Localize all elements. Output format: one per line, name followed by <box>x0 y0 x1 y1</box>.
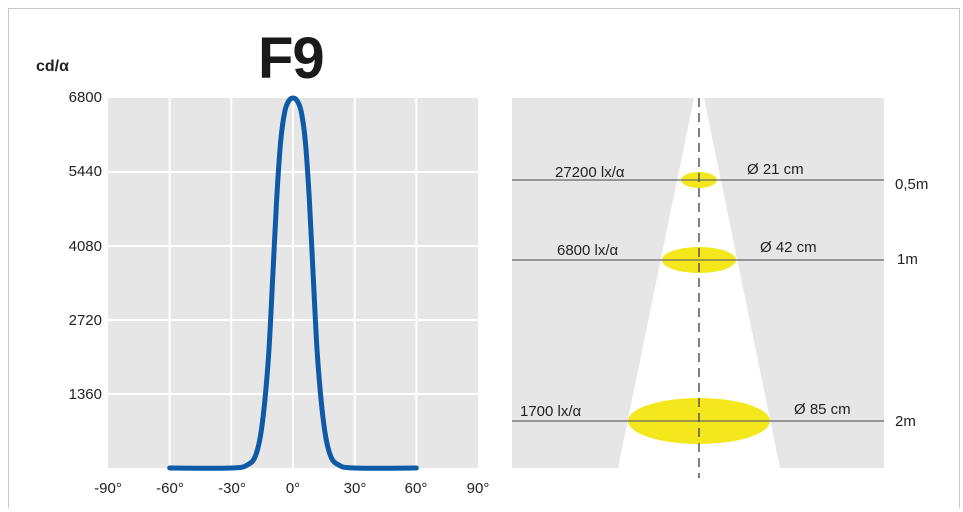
distance-label-0-5m: 0,5m <box>895 176 928 193</box>
y-axis-unit-label: cd/α <box>36 58 69 75</box>
y-tick-label: 2720 <box>68 312 102 329</box>
x-tick-label: 30° <box>343 480 367 497</box>
x-tick-label: 90° <box>466 480 490 497</box>
illuminance-label-2m: 1700 lx/α <box>520 403 582 420</box>
intensity-curve-line <box>167 95 419 471</box>
y-tick-label: 4080 <box>68 238 102 255</box>
diameter-label-0-5m: Ø 21 cm <box>747 161 804 178</box>
diameter-label-1m: Ø 42 cm <box>760 239 817 256</box>
y-tick-label: 1360 <box>68 386 102 403</box>
diameter-label-2m: Ø 85 cm <box>794 401 851 418</box>
x-tick-label: 0° <box>285 480 301 497</box>
chart-title: F9 <box>258 26 325 91</box>
illuminance-label-0-5m: 27200 lx/α <box>555 164 625 181</box>
chart-frame <box>8 8 960 508</box>
x-tick-label: 60° <box>404 480 428 497</box>
x-tick-label: -60° <box>156 480 184 497</box>
x-tick-label: -90° <box>94 480 122 497</box>
y-tick-label: 5440 <box>68 163 102 180</box>
y-tick-label: 6800 <box>68 89 102 106</box>
x-tick-label: -30° <box>218 480 246 497</box>
distance-label-2m: 2m <box>895 413 916 430</box>
distance-label-1m: 1m <box>897 251 918 268</box>
grid-lines <box>108 98 478 468</box>
illuminance-label-1m: 6800 lx/α <box>557 242 619 259</box>
